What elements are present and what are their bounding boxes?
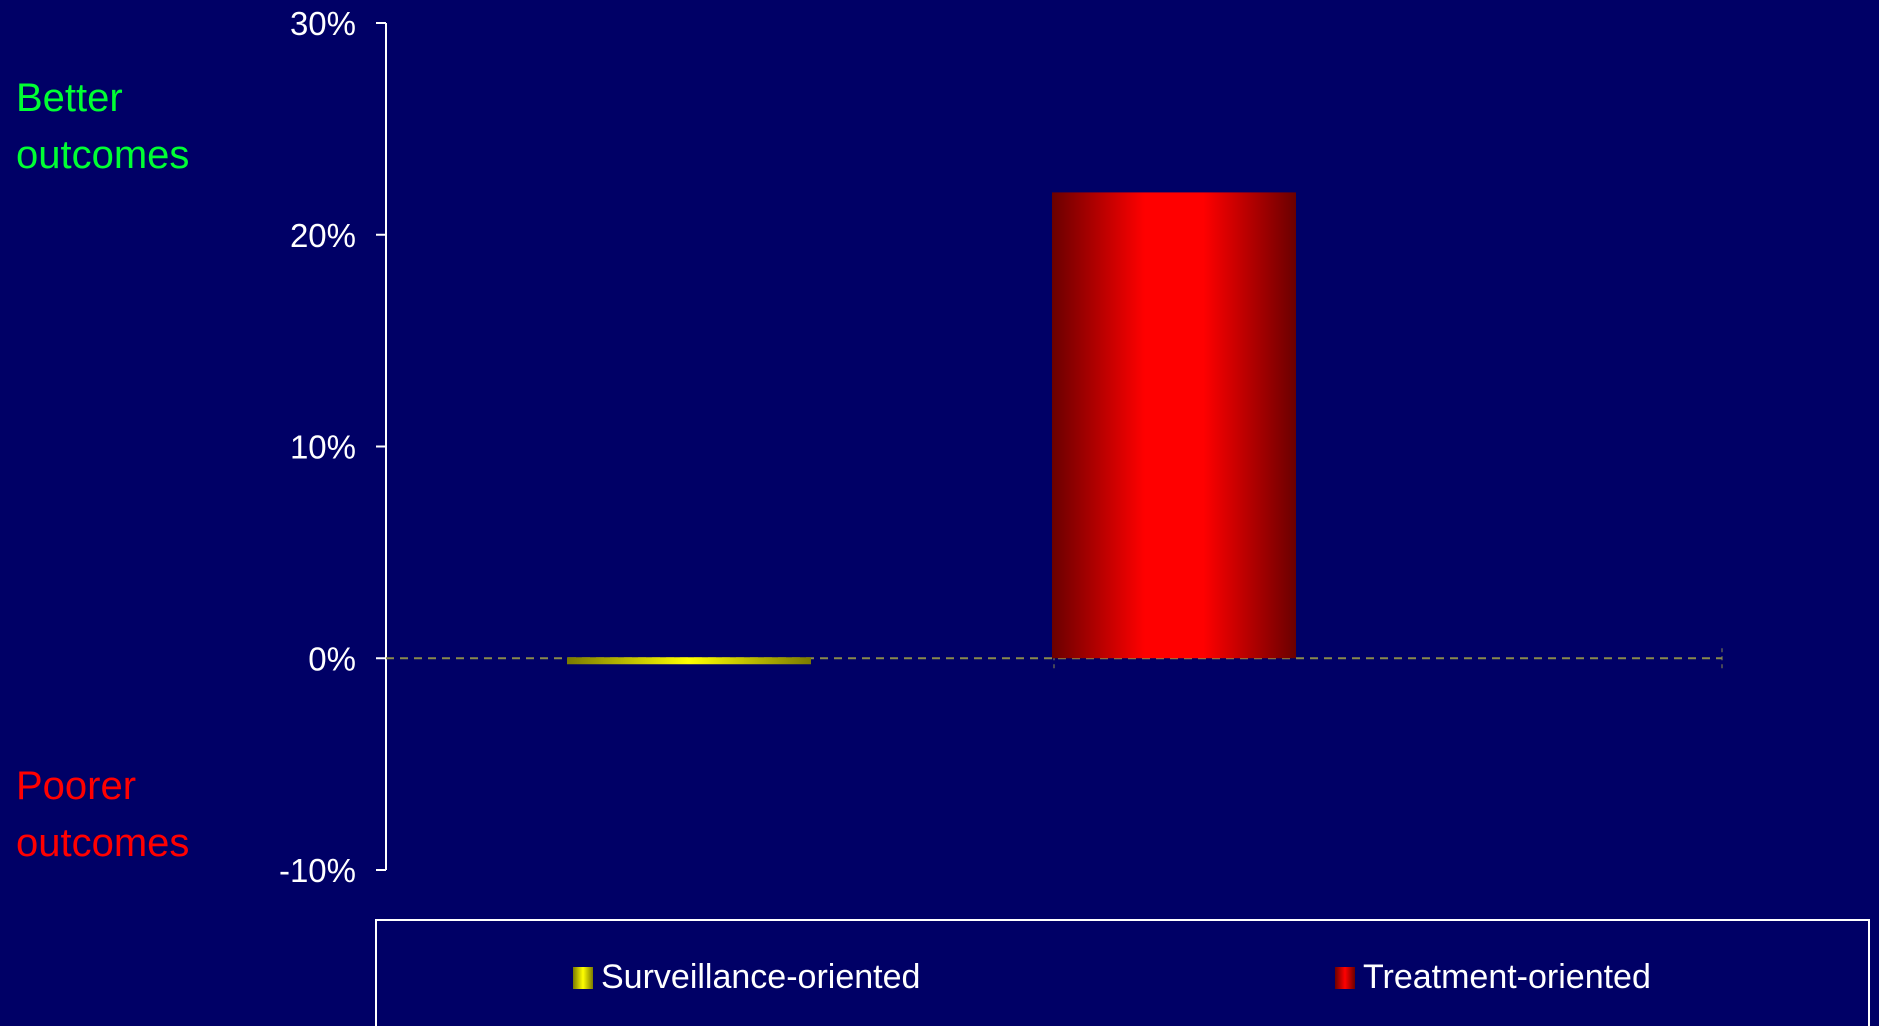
y-tick-label: 20%: [290, 217, 356, 254]
legend: Surveillance-oriented Treatment-oriented: [375, 919, 1870, 1026]
y-tick-label: -10%: [279, 852, 356, 889]
legend-item-treatment: Treatment-oriented: [1335, 958, 1651, 997]
y-tick-label: 30%: [290, 5, 356, 42]
legend-label-treatment: Treatment-oriented: [1363, 958, 1651, 996]
bar-surveillance-oriented: [567, 657, 811, 665]
legend-swatch-surveillance: [573, 966, 593, 989]
y-tick-label: 10%: [290, 429, 356, 466]
legend-label-surveillance: Surveillance-oriented: [601, 958, 921, 996]
bar-treatment-oriented: [1052, 192, 1296, 659]
y-tick-label: 0%: [308, 640, 356, 677]
legend-item-surveillance: Surveillance-oriented: [573, 958, 920, 997]
legend-swatch-treatment: [1335, 966, 1355, 989]
poorer-outcomes-label: Poorer outcomes: [16, 764, 190, 865]
better-outcomes-label: Better outcomes: [16, 76, 190, 177]
